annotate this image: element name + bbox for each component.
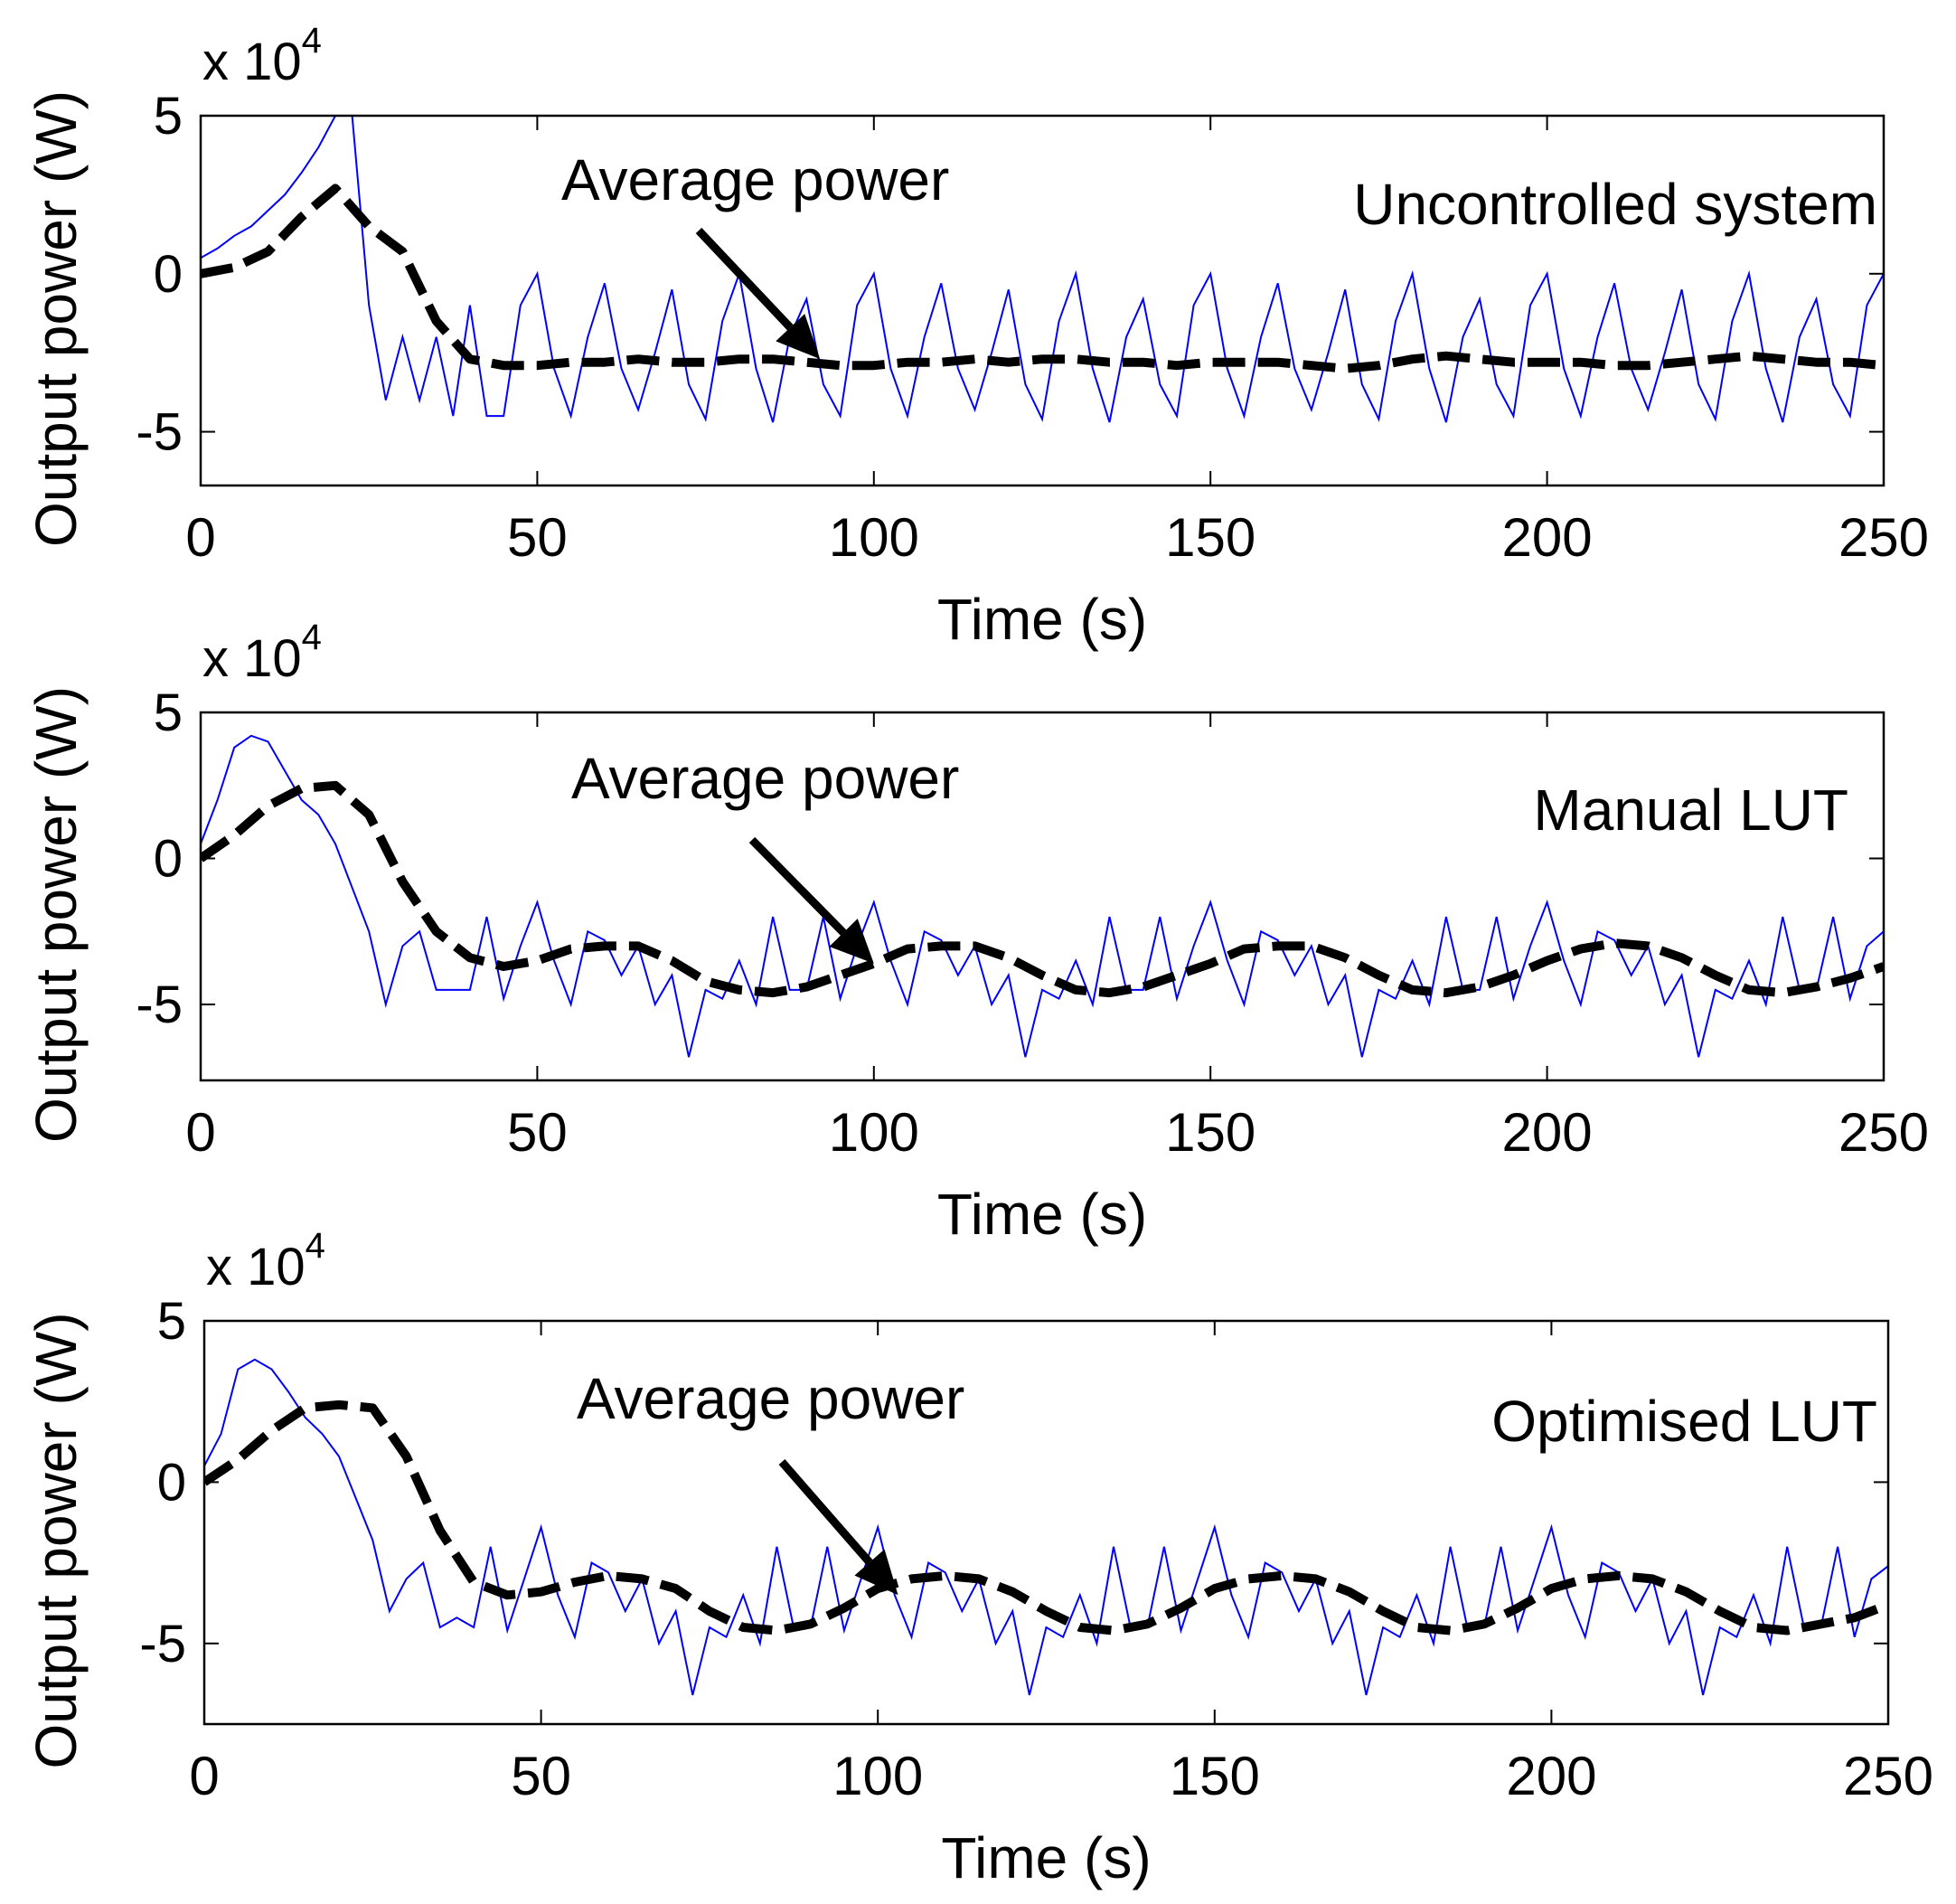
y-tick-label: -5	[136, 403, 183, 462]
x-tick-label: 250	[1843, 1746, 1933, 1806]
arrow-head-icon	[776, 314, 821, 360]
subplot-3: 0 50 100 150 200 250 -5 0 5 x 104 Time (s) Output p…	[24, 1226, 1933, 1890]
average-power-line	[204, 1400, 1888, 1635]
axes-box	[202, 1319, 1890, 1726]
y-exponent-label: x 104	[206, 1226, 325, 1296]
x-tick-label: 250	[1838, 507, 1929, 568]
subplot-title: Manual LUT	[1533, 778, 1848, 843]
output-power-line	[201, 734, 1884, 1058]
x-tick-label: 0	[189, 1746, 219, 1806]
subplot-title: Optimised LUT	[1491, 1389, 1877, 1454]
y-tick-label: -5	[136, 976, 183, 1034]
arrow-head-icon	[854, 1549, 898, 1596]
multiplier: x 10	[206, 1238, 306, 1296]
y-exponent-label: x 104	[202, 21, 322, 91]
subplot-title: Uncontrolled system	[1353, 172, 1877, 237]
x-axis-label: Time (s)	[937, 587, 1147, 652]
x-tick-label: 50	[507, 1102, 568, 1163]
annotation-label: Average power	[577, 1366, 964, 1431]
arrow-head-icon	[829, 919, 874, 964]
annotation-arrow	[778, 1459, 873, 1566]
x-axis-label: Time (s)	[941, 1825, 1151, 1890]
annotation-label: Average power	[571, 746, 959, 811]
y-tick-label: 5	[157, 1292, 186, 1351]
average-power-line	[201, 184, 1884, 373]
exponent: 4	[302, 617, 322, 657]
x-tick-label: 100	[829, 1102, 919, 1163]
x-tick-label: 0	[185, 1102, 215, 1163]
y-axis-label: Output power (W)	[24, 90, 89, 547]
y-tick-label: 0	[157, 1453, 186, 1512]
annotation-arrow	[748, 836, 847, 936]
annotation-label: Average power	[561, 147, 949, 212]
y-axis-label: Output power (W)	[24, 1312, 89, 1768]
y-tick-label: 5	[154, 683, 183, 742]
x-tick-label: 200	[1506, 1746, 1596, 1806]
x-tick-label: 150	[1165, 507, 1255, 568]
y-tick-label: 0	[154, 245, 183, 304]
axes-box	[199, 711, 1885, 1082]
y-tick-label: 0	[154, 830, 183, 889]
x-tick-label: 150	[1170, 1746, 1260, 1806]
x-tick-label: 250	[1838, 1102, 1929, 1163]
x-tick-label: 150	[1165, 1102, 1255, 1163]
x-tick-label: 100	[829, 507, 919, 568]
multiplier: x 10	[202, 629, 302, 688]
multiplier: x 10	[202, 33, 302, 91]
x-axis-label: Time (s)	[937, 1182, 1147, 1247]
annotation-arrow	[695, 227, 794, 331]
y-tick-label: -5	[139, 1615, 186, 1673]
subplot-2: 0 50 100 150 200 250 -5 0 5 x 104 Time (s) Output p…	[24, 617, 1929, 1247]
y-exponent-label: x 104	[202, 617, 322, 688]
output-power-line	[201, 116, 1884, 423]
x-tick-label: 0	[185, 507, 215, 568]
x-tick-label: 200	[1502, 1102, 1593, 1163]
output-power-line	[204, 1358, 1888, 1696]
y-axis-label: Output power (W)	[24, 686, 89, 1143]
x-tick-label: 100	[832, 1746, 923, 1806]
average-power-line	[201, 780, 1884, 998]
y-tick-label: 5	[154, 87, 183, 146]
exponent: 4	[306, 1226, 325, 1266]
axes-box	[199, 114, 1885, 487]
x-tick-label: 50	[511, 1746, 571, 1806]
exponent: 4	[302, 21, 322, 61]
x-tick-label: 200	[1502, 507, 1593, 568]
x-tick-label: 50	[507, 507, 568, 568]
